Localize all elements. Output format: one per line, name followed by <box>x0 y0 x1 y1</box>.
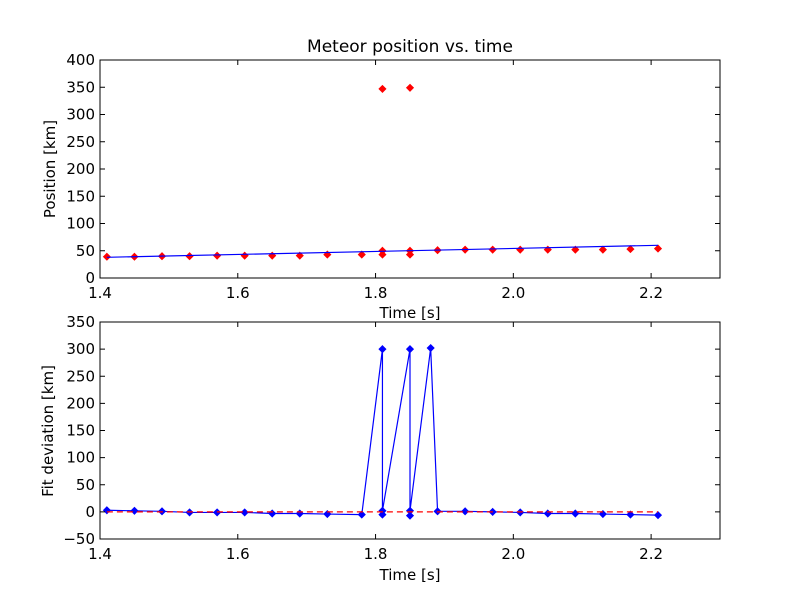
position-data-point <box>571 245 580 254</box>
deviation-xtick-label: 2.2 <box>639 545 663 563</box>
position-chart-ticks: 1.4 1.6 1.8 2.0 2.2 0 50 100 150 200 250 300 350 400 <box>66 51 720 302</box>
deviation-data-point <box>653 511 663 520</box>
position-chart-ylabel: Position [km] <box>41 120 59 218</box>
deviation-ytick-label: −50 <box>63 530 95 548</box>
deviation-data-point <box>405 345 415 354</box>
deviation-data-point <box>405 511 415 520</box>
deviation-data-point <box>461 507 470 516</box>
position-ytick-label: 200 <box>66 160 95 178</box>
deviation-ytick-label: 150 <box>66 422 95 440</box>
deviation-chart-ylabel: Fit deviation [km] <box>39 365 57 497</box>
position-data-point <box>598 245 607 254</box>
position-ytick-label: 250 <box>66 133 95 151</box>
position-ytick-label: 400 <box>66 51 95 69</box>
deviation-xtick-label: 1.4 <box>88 545 112 563</box>
position-chart: Meteor position vs. time 1.4 1.6 1.8 2.0 2.2… <box>41 37 721 322</box>
position-chart-marks <box>102 83 663 261</box>
deviation-data-point <box>240 508 249 517</box>
deviation-xtick-label: 1.6 <box>226 545 250 563</box>
deviation-chart-frame <box>99 321 721 540</box>
deviation-ytick-label: 200 <box>66 394 95 412</box>
position-plot-area <box>102 83 663 261</box>
deviation-ytick-label: 300 <box>66 340 95 358</box>
position-xtick-label: 1.6 <box>226 284 250 302</box>
position-ytick-label: 100 <box>66 215 95 233</box>
deviation-chart-ticks: 1.4 1.6 1.8 2.0 2.2 −50 0 50 100 150 200 250 300 350 <box>63 313 720 563</box>
position-ytick-label: 300 <box>66 106 95 124</box>
position-xtick-label: 2.2 <box>639 284 663 302</box>
position-ytick-label: 150 <box>66 187 95 205</box>
position-ytick-label: 350 <box>66 78 95 96</box>
position-series-line <box>106 244 659 258</box>
position-data-point <box>378 84 387 93</box>
deviation-chart: 1.4 1.6 1.8 2.0 2.2−50050100150200250300350 … <box>39 313 721 584</box>
deviation-chart-xlabel: Time [s] <box>379 566 441 584</box>
position-xtick-label: 1.8 <box>364 284 388 302</box>
deviation-data-point <box>598 509 607 519</box>
deviation-ytick-label: 250 <box>66 367 95 385</box>
deviation-xtick-label: 2.0 <box>501 545 525 563</box>
deviation-data-point <box>378 506 387 515</box>
deviation-data-point <box>130 506 139 515</box>
position-xtick-label: 2.0 <box>501 284 525 302</box>
position-data-point <box>357 250 366 259</box>
deviation-ytick-label: 350 <box>66 313 95 331</box>
position-xtick-label: 1.4 <box>88 284 112 302</box>
deviation-data-point <box>323 509 332 519</box>
position-chart-xlabel: Time [s] <box>379 304 441 322</box>
position-data-point <box>295 251 304 260</box>
deviation-chart-marks <box>102 343 663 520</box>
deviation-ytick-label: 100 <box>66 449 95 467</box>
deviation-plot-area <box>102 343 663 520</box>
deviation-ytick-label: 50 <box>76 476 95 494</box>
deviation-data-point <box>378 345 387 354</box>
position-chart-title: Meteor position vs. time <box>307 37 513 57</box>
deviation-data-point <box>405 506 415 515</box>
deviation-ytick-label: 0 <box>85 503 95 521</box>
deviation-data-point <box>426 343 435 353</box>
position-ytick-label: 50 <box>76 242 95 260</box>
deviation-xtick-label: 1.8 <box>364 545 388 563</box>
position-data-point <box>405 83 415 92</box>
position-data-point <box>626 245 635 254</box>
position-data-point <box>653 244 663 253</box>
deviation-data-point <box>626 510 635 519</box>
deviation-data-point <box>357 510 366 519</box>
position-ytick-label: 0 <box>85 269 95 287</box>
position-chart-frame <box>99 59 721 279</box>
